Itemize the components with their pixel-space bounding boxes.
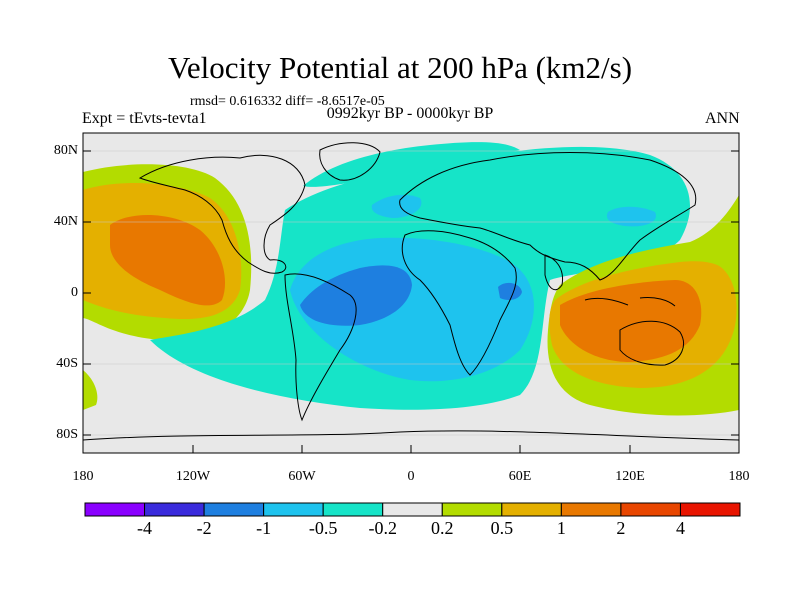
lon-label-180e: 180	[728, 469, 750, 484]
colorbar-label: 4	[675, 518, 685, 538]
colorbar-label: -0.2	[368, 518, 397, 538]
lon-label-60e: 60E	[508, 469, 532, 484]
stats-annotation: rmsd= 0.616332 diff= -8.6517e-05	[190, 94, 385, 109]
colorbar-swatch	[620, 502, 681, 517]
region-pacific-green-south	[83, 370, 98, 410]
colorbar-swatch	[322, 502, 384, 517]
experiment-label: Expt = tEvts-tevta1	[82, 110, 207, 127]
colorbar-swatch	[679, 502, 741, 517]
coast-north-america	[138, 154, 306, 274]
region-eurasia-lightblue	[371, 194, 422, 218]
axis-ticks	[82, 150, 740, 453]
colorbar-swatch	[84, 502, 146, 517]
colorbar-swatch	[203, 502, 265, 517]
colorbar-label: -4	[137, 518, 153, 538]
coast-south-america	[284, 273, 357, 422]
colorbar-swatch	[144, 502, 205, 517]
lon-label-120e: 120E	[615, 469, 645, 484]
coast-africa	[401, 230, 517, 376]
coast-antarctica	[83, 430, 739, 441]
lat-label-80n: 80N	[53, 143, 78, 158]
period-label: 0992kyr BP - 0000kyr BP	[326, 105, 494, 122]
region-atlantic-blue	[300, 265, 412, 326]
chart-title: Velocity Potential at 200 hPa (km2/s)	[167, 50, 633, 85]
coastlines	[83, 142, 739, 441]
region-pacific-orange	[110, 214, 226, 306]
colorbar-swatch	[501, 502, 562, 517]
graticule	[83, 150, 739, 436]
coast-australia	[619, 320, 684, 366]
region-africa-blue	[498, 282, 522, 300]
lon-label-0: 0	[407, 469, 415, 484]
colorbar-label: -0.5	[308, 518, 338, 538]
colorbar-swatch	[441, 502, 503, 517]
region-central-cyan-north	[303, 142, 520, 187]
lat-label-80s: 80S	[56, 427, 78, 442]
colorbar-label: 0.2	[431, 518, 454, 538]
lat-label-40s: 40S	[56, 356, 78, 371]
colorbar-swatch	[263, 502, 324, 517]
coast-greenland	[319, 142, 381, 181]
season-label: ANN	[705, 110, 740, 127]
coast-indonesia	[584, 297, 676, 307]
colorbar-label: -1	[256, 518, 272, 538]
lat-label-40n: 40N	[53, 214, 78, 229]
lon-label-120w: 120W	[175, 469, 211, 484]
colorbar-label: 0.5	[490, 518, 514, 538]
colorbar-swatch	[560, 502, 622, 517]
lon-label-60w: 60W	[288, 469, 316, 484]
map-field	[83, 133, 739, 453]
colorbar-swatch	[382, 502, 443, 517]
colorbar-label: -2	[196, 518, 212, 538]
coast-india	[544, 254, 564, 291]
coast-europe-asia	[399, 152, 697, 281]
colorbar-label: 1	[556, 518, 566, 538]
colorbar-label: 2	[616, 518, 626, 538]
lat-label-0: 0	[71, 285, 78, 300]
region-asia-lightblue	[606, 206, 656, 227]
lon-label-180w: 180	[72, 469, 94, 484]
